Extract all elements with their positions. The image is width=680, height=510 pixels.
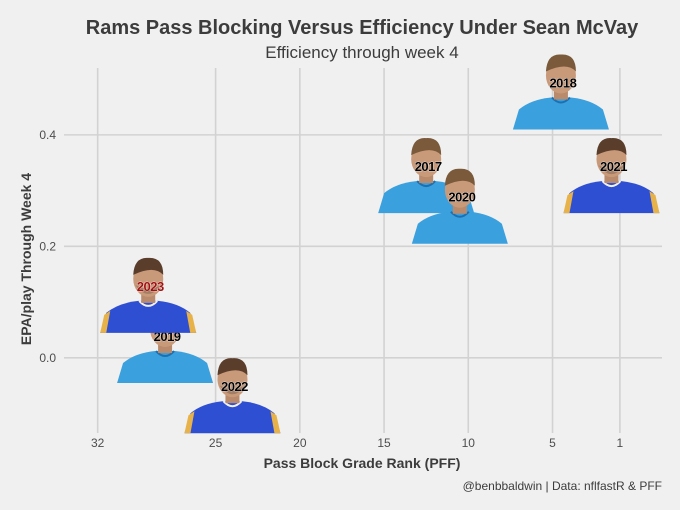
jersey-shape xyxy=(512,97,609,130)
hair-shape xyxy=(133,257,164,275)
neck-shape xyxy=(452,203,467,214)
collar-shape xyxy=(138,300,158,307)
data-point-2020: 2020 xyxy=(411,168,508,244)
x-tick-label: 20 xyxy=(293,436,307,450)
y-tick-label: 0.0 xyxy=(39,351,56,365)
point-label: 2022 xyxy=(221,379,248,394)
neck-shape xyxy=(158,343,173,354)
chart-caption: @benbbaldwin | Data: nflfastR & PFF xyxy=(463,479,662,493)
jersey-trim-left xyxy=(184,411,195,434)
hair-shape xyxy=(596,138,627,156)
data-point-2022: 2022 xyxy=(184,358,281,434)
x-axis-title: Pass Block Grade Rank (PFF) xyxy=(264,455,461,471)
tick-layer: 32 25 20 15 10 5 1 0.0 0.2 0.4 xyxy=(39,128,623,450)
point-label: 2020 xyxy=(448,190,475,205)
neck-shape xyxy=(553,89,568,100)
collar-shape xyxy=(155,350,175,358)
data-point-2018: 2018 xyxy=(512,54,609,130)
jersey-shape xyxy=(411,211,508,244)
point-label: 2017 xyxy=(415,159,442,174)
collar-shape xyxy=(601,180,622,188)
collar-shape xyxy=(222,400,243,408)
collar-shape xyxy=(450,211,470,218)
collar-shape xyxy=(551,96,571,104)
neck-shape xyxy=(419,173,434,184)
jersey-trim-right xyxy=(186,310,197,333)
hair-shape xyxy=(545,54,576,72)
neck-shape xyxy=(141,292,156,303)
y-axis-title: EPA/play Through Week 4 xyxy=(18,173,34,345)
jersey-shape xyxy=(117,351,214,384)
jersey-trim-right xyxy=(270,411,281,434)
y-tick-label: 0.4 xyxy=(39,128,56,142)
jersey-trim-left xyxy=(100,310,111,333)
data-point-2023: 2023 xyxy=(100,257,197,333)
hair-shape xyxy=(444,168,475,186)
jersey-shape xyxy=(100,300,197,333)
beard-shape xyxy=(219,385,246,395)
x-tick-label: 1 xyxy=(617,436,624,450)
x-tick-label: 15 xyxy=(377,436,391,450)
beard-shape xyxy=(598,165,625,175)
hair-shape xyxy=(411,138,442,156)
neck-shape xyxy=(225,393,240,404)
chart-title: Rams Pass Blocking Versus Efficiency Und… xyxy=(86,17,639,39)
data-point-2021: 2021 xyxy=(563,138,660,214)
jersey-shape xyxy=(184,401,281,434)
point-label: 2021 xyxy=(600,159,627,174)
beard-shape xyxy=(135,284,162,294)
point-label: 2018 xyxy=(549,76,576,91)
neck-shape xyxy=(604,173,619,184)
chart-subtitle: Efficiency through week 4 xyxy=(265,43,458,62)
point-label: 2023 xyxy=(137,279,164,294)
y-tick-label: 0.2 xyxy=(39,239,56,253)
x-tick-label: 10 xyxy=(462,436,476,450)
jersey-trim-right xyxy=(649,191,660,214)
x-tick-label: 25 xyxy=(209,436,223,450)
jersey-shape xyxy=(563,181,660,214)
collar-shape xyxy=(416,180,436,188)
x-tick-label: 5 xyxy=(549,436,556,450)
jersey-trim-left xyxy=(563,191,574,214)
hair-shape xyxy=(217,358,248,376)
x-tick-label: 32 xyxy=(91,436,105,450)
